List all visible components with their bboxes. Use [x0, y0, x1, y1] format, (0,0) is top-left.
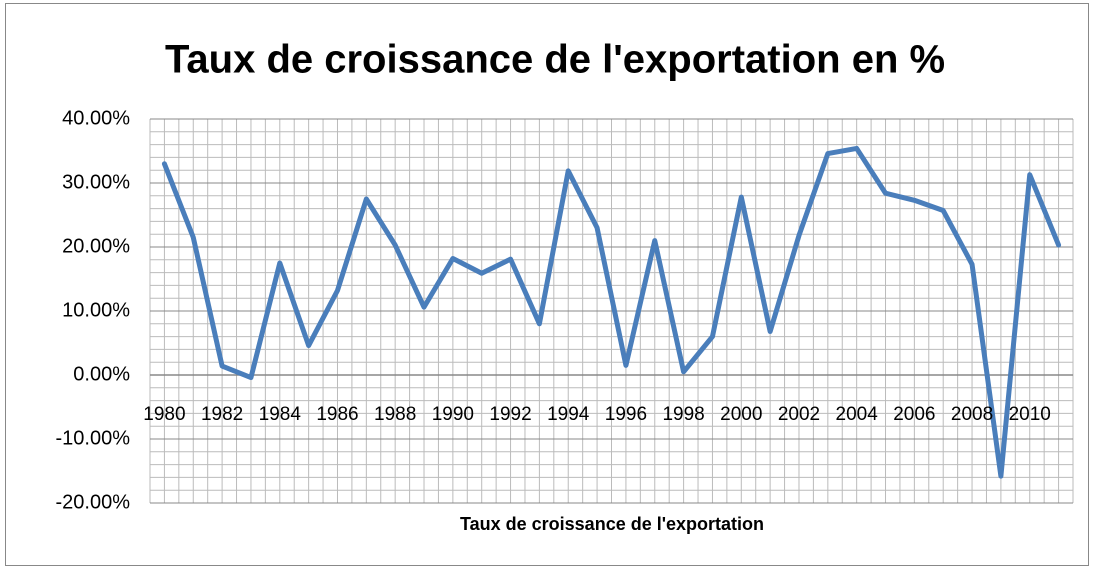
x-tick-label: 1984 — [259, 404, 302, 425]
x-tick-label: 1998 — [662, 404, 704, 425]
x-tick-label: 2002 — [778, 404, 820, 425]
x-tick-label: 1986 — [316, 404, 358, 425]
x-tick-label: 2008 — [951, 404, 993, 425]
x-tick-label: 1992 — [489, 404, 531, 425]
x-tick-label: 2000 — [720, 404, 762, 425]
line-series — [161, 145, 1062, 479]
x-axis-title: Taux de croissance de l'exportation — [460, 514, 764, 534]
y-tick-label: 20.00% — [62, 235, 130, 257]
x-tick-label: 2010 — [1009, 404, 1051, 425]
x-tick-label: 2006 — [893, 404, 935, 425]
y-tick-label: -10.00% — [56, 427, 131, 449]
y-tick-label: -20.00% — [56, 491, 131, 513]
x-tick-label: 1980 — [143, 404, 185, 425]
chart-title: Taux de croissance de l'exportation en % — [165, 38, 945, 82]
y-tick-label: 10.00% — [62, 299, 130, 321]
x-tick-label: 1982 — [201, 404, 243, 425]
y-tick-label: 30.00% — [62, 171, 130, 193]
y-tick-label: 40.00% — [62, 107, 130, 129]
plot — [161, 145, 1062, 479]
y-tick-label: 0.00% — [73, 363, 130, 385]
x-tick-label: 1996 — [605, 404, 647, 425]
x-tick-label: 1994 — [547, 404, 590, 425]
x-tick-label: 1988 — [374, 404, 416, 425]
x-tick-label: 1990 — [432, 404, 474, 425]
x-tick-label: 2004 — [836, 404, 879, 425]
